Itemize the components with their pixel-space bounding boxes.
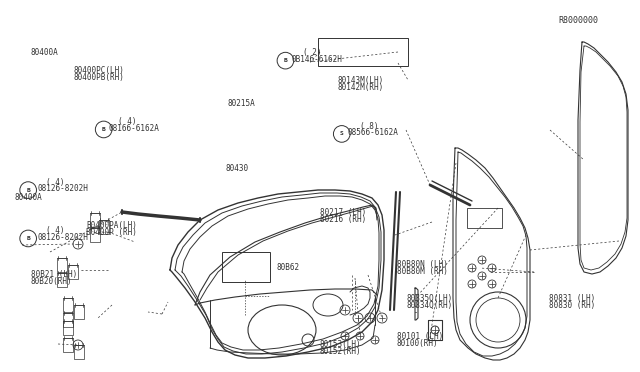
Text: B0400P (RH): B0400P (RH) bbox=[86, 228, 137, 237]
Text: ( 2): ( 2) bbox=[303, 48, 322, 57]
Text: 80100(RH): 80100(RH) bbox=[397, 339, 438, 348]
Text: B: B bbox=[26, 187, 30, 193]
Text: ( 4): ( 4) bbox=[46, 226, 65, 235]
Text: B0400PA(LH): B0400PA(LH) bbox=[86, 221, 137, 230]
Text: 80400A: 80400A bbox=[14, 193, 42, 202]
Text: 08126-8202H: 08126-8202H bbox=[37, 185, 88, 193]
Text: 80B20(RH): 80B20(RH) bbox=[31, 277, 72, 286]
Text: ( 4): ( 4) bbox=[46, 178, 65, 187]
Text: 80830 (RH): 80830 (RH) bbox=[549, 301, 595, 310]
Text: S: S bbox=[340, 131, 344, 137]
Text: R8000000: R8000000 bbox=[558, 16, 598, 25]
Text: 80430: 80430 bbox=[225, 164, 248, 173]
FancyBboxPatch shape bbox=[318, 38, 408, 66]
Text: 80835Q(LH): 80835Q(LH) bbox=[406, 294, 452, 303]
Text: 80216 (RH): 80216 (RH) bbox=[320, 215, 366, 224]
Text: 80B62: 80B62 bbox=[276, 263, 300, 272]
Text: 08566-6162A: 08566-6162A bbox=[348, 128, 398, 137]
Text: 80152(RH): 80152(RH) bbox=[320, 347, 362, 356]
Text: 80B80N (LH): 80B80N (LH) bbox=[397, 260, 447, 269]
Text: 80215A: 80215A bbox=[227, 99, 255, 108]
Text: 80B80M (RH): 80B80M (RH) bbox=[397, 267, 447, 276]
Text: B: B bbox=[26, 236, 30, 241]
Text: 80143M(LH): 80143M(LH) bbox=[338, 76, 384, 85]
Text: 08126-8202H: 08126-8202H bbox=[37, 233, 88, 242]
Text: 80B21 (LH): 80B21 (LH) bbox=[31, 270, 77, 279]
Text: 80400A: 80400A bbox=[31, 48, 58, 57]
Text: 80153(LH): 80153(LH) bbox=[320, 340, 362, 349]
Text: 80834Q(RH): 80834Q(RH) bbox=[406, 301, 452, 310]
Text: 80400PC(LH): 80400PC(LH) bbox=[74, 66, 124, 75]
Text: 80217 (LH): 80217 (LH) bbox=[320, 208, 366, 217]
Text: 80101 (LH): 80101 (LH) bbox=[397, 332, 443, 341]
Text: 0B146-6162H: 0B146-6162H bbox=[291, 55, 342, 64]
Text: 08166-6162A: 08166-6162A bbox=[109, 124, 159, 133]
Text: 80831 (LH): 80831 (LH) bbox=[549, 294, 595, 303]
Text: B: B bbox=[284, 58, 287, 63]
Text: B: B bbox=[102, 127, 106, 132]
Text: ( 8): ( 8) bbox=[360, 122, 379, 131]
Text: 80400PB(RH): 80400PB(RH) bbox=[74, 73, 124, 81]
Text: 80142M(RH): 80142M(RH) bbox=[338, 83, 384, 92]
Text: ( 4): ( 4) bbox=[118, 117, 136, 126]
